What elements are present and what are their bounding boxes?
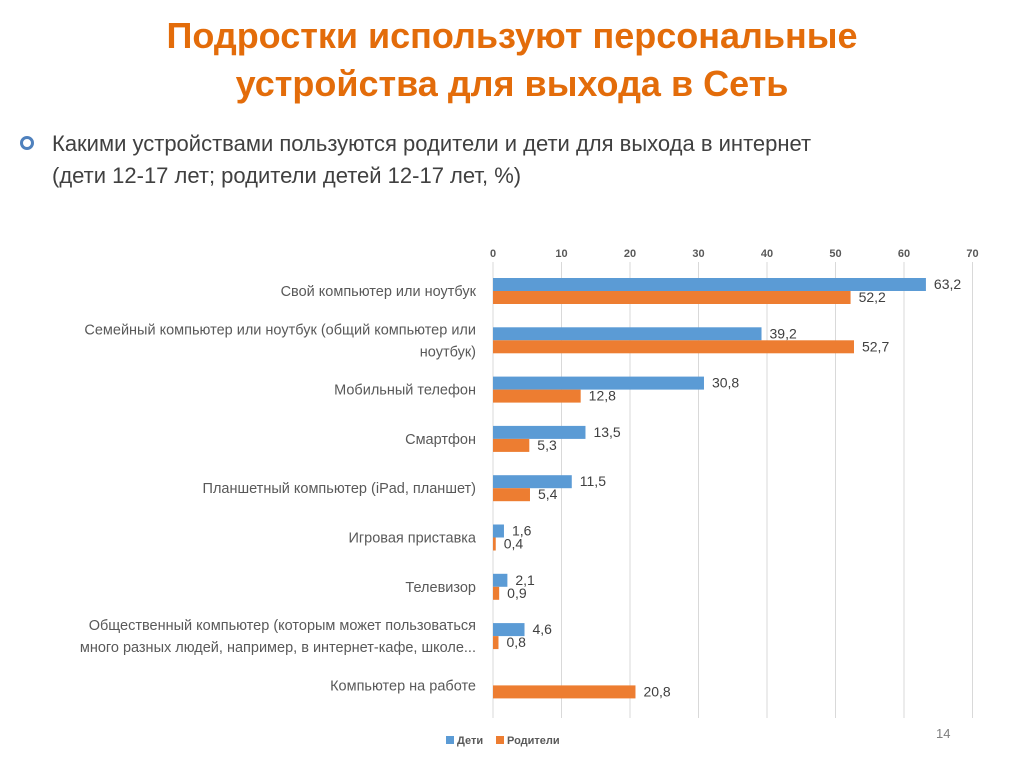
legend-swatch [496,736,504,744]
category-label: ноутбук) [420,344,476,360]
data-label: 39,2 [770,325,797,341]
category-label: Планшетный компьютер (iPad, планшет) [203,481,476,497]
data-label: 20,8 [643,683,670,699]
bar-children [493,573,508,587]
bar-children [493,376,704,390]
x-tick-label: 0 [490,248,496,260]
data-label: 0,8 [506,634,526,650]
bullet-circle-icon [20,136,34,150]
data-label: 5,3 [537,437,557,453]
bar-children [493,327,762,341]
x-tick-label: 20 [624,248,636,260]
chart-subtitle: Какими устройствами пользуются родители … [52,128,1002,192]
data-label: 11,5 [580,473,606,489]
category-label: Свой компьютер или ноутбук [281,284,477,300]
legend-label: Дети [457,735,483,747]
data-label: 1,6 [512,523,532,539]
category-label: много разных людей, например, в интернет… [80,640,476,656]
bar-parents [493,438,530,452]
category-label: Семейный компьютер или ноутбук (общий ко… [84,322,476,338]
category-label: Компьютер на работе [330,678,476,694]
data-label: 52,2 [859,289,886,305]
data-label: 12,8 [589,388,616,404]
bar-parents [493,291,851,304]
bar-parents [493,389,581,403]
bar-children [493,475,572,489]
bar-parents [493,340,854,354]
slide-title: Подростки используют персональные устрой… [0,12,1024,108]
bar-parents [493,586,500,600]
data-label: 4,6 [533,621,553,637]
bar-chart: 0 10 20 30 40 50 60 70 Свой компьютер или ноутбу… [80,248,979,747]
data-label: 13,5 [593,424,620,440]
data-label: 52,7 [862,338,889,354]
category-label: Игровая приставка [348,531,476,547]
bar-parents [493,537,496,551]
chart-subtitle-line-2: (дети 12-17 лет; родители детей 12-17 ле… [52,163,522,188]
slide-title-line-2: устройства для выхода в Сеть [235,63,789,104]
x-tick-label: 30 [692,248,704,260]
page-number: 14 [936,726,951,741]
slide-title-line-1: Подростки используют персональные [166,15,858,56]
data-label: 0,4 [504,536,524,552]
legend-label: Родители [507,735,560,747]
data-label: 2,1 [515,572,535,588]
bar-parents [493,685,636,699]
data-label: 0,9 [507,585,527,601]
bar-children [493,623,525,637]
bar-parents [493,488,530,502]
x-tick-label: 10 [555,248,567,260]
legend-swatch [446,736,454,744]
category-label: Общественный компьютер (которым может по… [89,618,476,634]
data-label: 30,8 [712,375,739,391]
x-tick-label: 50 [829,248,841,260]
x-tick-label: 70 [966,248,978,260]
bar-parents [493,636,499,650]
category-label: Смартфон [405,432,476,448]
x-tick-label: 40 [761,248,773,260]
bar-children [493,425,586,439]
x-tick-label: 60 [898,248,910,260]
data-label: 5,4 [538,486,558,502]
category-label: Мобильный телефон [334,383,476,399]
chart-subtitle-line-1: Какими устройствами пользуются родители … [52,131,812,156]
bar-children [493,524,504,538]
data-label: 63,2 [934,276,961,292]
category-label: Телевизор [405,580,476,596]
bar-children [493,278,926,291]
